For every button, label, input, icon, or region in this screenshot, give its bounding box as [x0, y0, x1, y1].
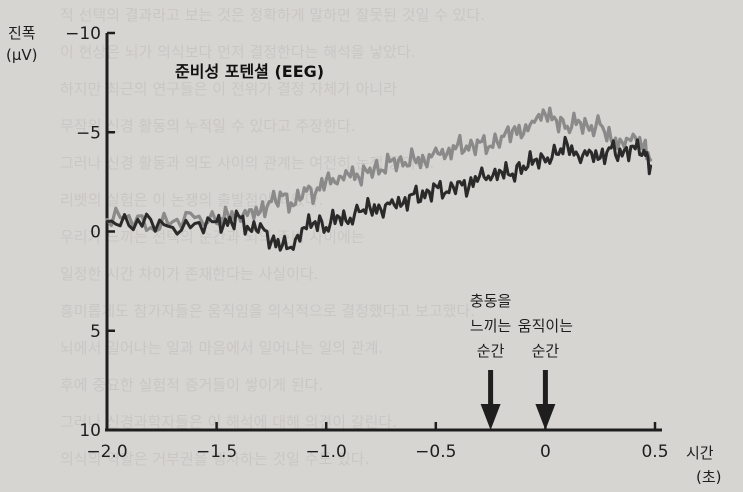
- background-text-line: 그러나 신경 활동과 의도 사이의 관계는 여전히 논쟁 중이다.: [60, 154, 434, 172]
- annotation-label-line: 움직이는: [518, 317, 573, 335]
- series-line-black: [105, 135, 653, 252]
- annotation-arrow-head: [535, 404, 556, 430]
- y-tick-label: −10: [65, 24, 101, 44]
- background-text-line: 하지만 최근의 연구들은 이 전위가 결정 자체가 아니라: [60, 80, 397, 98]
- x-tick-label: −1.5: [196, 442, 237, 462]
- chart-title: 준비성 포텐셜 (EEG): [175, 62, 324, 81]
- annotation-label-line: 순간: [532, 342, 560, 360]
- x-tick-label: −0.5: [415, 442, 456, 462]
- background-text-line: 무작위 신경 활동의 누적일 수 있다고 주장한다.: [60, 117, 356, 135]
- background-text-line: 흥미롭게도 참가자들은 움직임을 의식적으로 결정했다고 보고했다.: [60, 302, 475, 320]
- annotation-arrow-head: [480, 404, 501, 430]
- background-text-line: 우리가 느끼는 선택의 순간과 뇌의 준비 사이에는: [60, 228, 365, 246]
- background-text-line: 일정한 시간 차이가 존재한다는 사실이다.: [60, 265, 318, 283]
- background-text-layer: 적 선택의 결과라고 보는 것은 정확하게 말하면 잘못된 것일 수 있다. 이 …: [60, 6, 485, 468]
- y-tick-label: 10: [79, 421, 101, 441]
- background-text-line: 후에 중요한 실험적 증거들이 쌓이게 된다.: [60, 376, 323, 394]
- annotation-label-line: 느끼는: [470, 317, 512, 335]
- background-text-line: 이 현상은 뇌가 의식보다 먼저 결정한다는 해석을 낳았다.: [60, 43, 416, 61]
- background-text-line: 의식의 역할은 거부권을 행사하는 것일 수도 있다.: [60, 450, 369, 468]
- x-tick-label: 0: [540, 442, 551, 462]
- y-tick-label: 5: [90, 322, 101, 342]
- ticks-layer: −10 −5 0 5 10−2.0 −1.5 −1.0 −0.5 0 0.5: [65, 24, 668, 462]
- x-tick-label: −2.0: [86, 442, 127, 462]
- x-tick-label: −1.0: [306, 442, 347, 462]
- y-tick-label: 0: [90, 223, 101, 243]
- y-axis-title-line-1: 진폭: [8, 24, 36, 42]
- series-layer: [105, 106, 653, 252]
- y-axis-title-line-2: (μV): [6, 46, 38, 64]
- x-tick-label: 0.5: [641, 442, 668, 462]
- background-text-line: 적 선택의 결과라고 보는 것은 정확하게 말하면 잘못된 것일 수 있다.: [60, 6, 485, 24]
- x-axis-title-line-2: (초): [696, 468, 722, 486]
- x-axis-title-line-1: 시간: [686, 444, 714, 462]
- background-text-line: 뇌에서 일어나는 일과 마음에서 일어나는 일의 관계.: [60, 339, 383, 357]
- series-line-gray: [105, 106, 653, 233]
- annotation-label-line: 순간: [477, 342, 505, 360]
- background-text-line: 그러나 신경과학자들은 이 해석에 대해 의견이 갈린다.: [60, 413, 397, 431]
- annotation-label-line: 충동을: [470, 292, 511, 310]
- background-text-line: 리벳의 실험은 이 논쟁의 출발점이 되었다.: [60, 191, 323, 209]
- y-tick-label: −5: [76, 123, 101, 143]
